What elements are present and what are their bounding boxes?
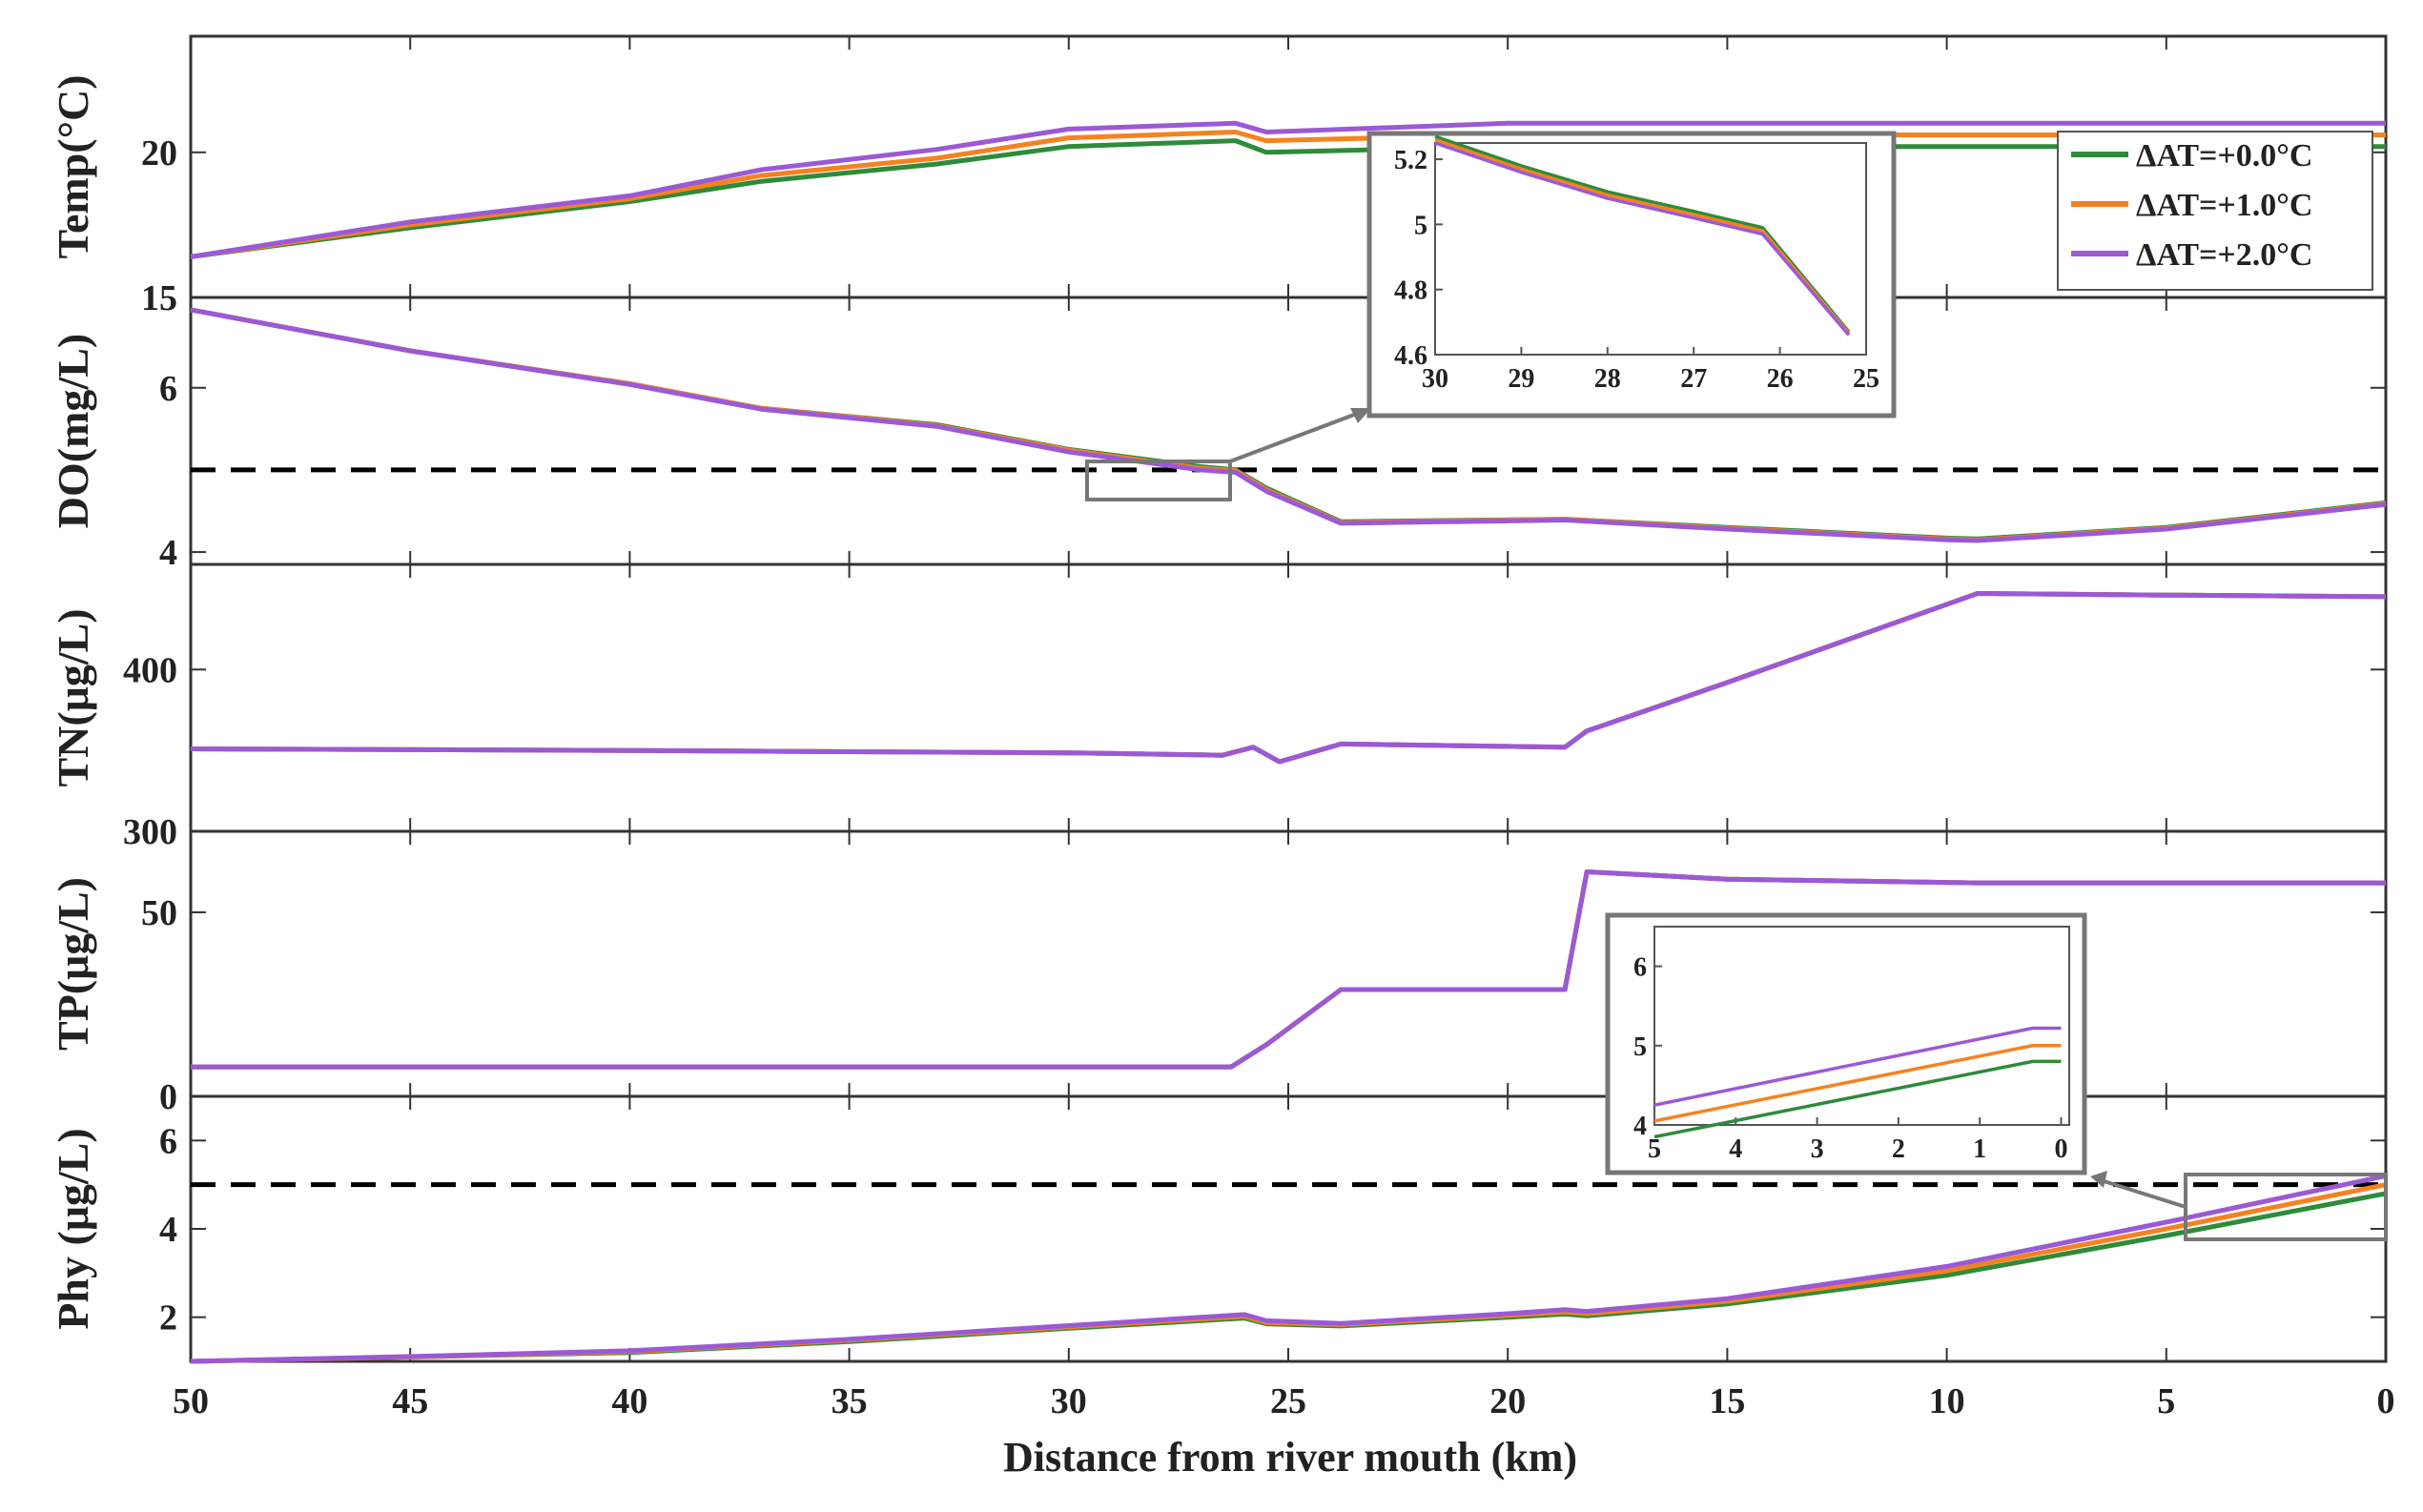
x-tick-label: 50: [173, 1381, 209, 1421]
series-line-temp-0: [190, 138, 2386, 259]
x-tick-label: 25: [1270, 1381, 1306, 1421]
series-line-temp-1: [190, 130, 2386, 259]
zoom-annotations: [1085, 408, 2388, 1241]
inset-do-series-line-0: [1434, 134, 1851, 334]
inset-phy-series-line-2: [1653, 1026, 2062, 1107]
series-line-tn-1: [190, 591, 2387, 765]
x-tick-label: 35: [832, 1381, 868, 1421]
inset-do-y-tick-label: 4.6: [1394, 341, 1427, 371]
x-tick-labels: 50 45 40 35 30 25 20 15 10 5 0: [173, 1381, 2395, 1421]
x-tick-label: 0: [2377, 1381, 2395, 1421]
inset-do-x-tick-label: 28: [1594, 364, 1621, 394]
y-tick-label-phy: 2: [159, 1298, 177, 1338]
inset-do-axes: [1434, 142, 1867, 356]
series-line-temp-2: [190, 120, 2386, 259]
y-tick-label-do: 4: [159, 533, 177, 573]
inset-phy-axes: [1653, 926, 2070, 1126]
inset-phy-x-tick-label: 3: [1811, 1134, 1824, 1164]
inset-do-series-line-1: [1434, 137, 1851, 335]
legend-label-0: ΔAT=+0.0°C: [2136, 138, 2312, 174]
inset-phy-x-tick-label: 4: [1729, 1134, 1742, 1164]
zoom-arrow-phy: [2097, 1177, 2187, 1209]
panel-frame-tn: [189, 562, 2388, 833]
y-tick-label-temp: 20: [141, 133, 177, 174]
inset-do-x-tick-label: 26: [1767, 364, 1794, 394]
series-line-tn-0: [190, 591, 2387, 765]
panel-phy: 2 4 6 Phy (μg/L): [49, 1094, 2388, 1364]
x-tick-label: 5: [2157, 1381, 2175, 1421]
legend: ΔAT=+0.0°C ΔAT=+1.0°C ΔAT=+2.0°C: [2057, 131, 2373, 291]
inset-phy-frame: [1605, 912, 2087, 1175]
zoom-arrowhead-do: [1350, 408, 1371, 423]
inset-phy-x-tick-label: 0: [2054, 1134, 2067, 1164]
panel-do: 4 6 DO(mg/L): [49, 296, 2388, 573]
zoom-box-do: [1085, 460, 1232, 501]
panel-frame-temp: [189, 34, 2388, 299]
inset-phy-x-tick-label: 2: [1892, 1134, 1905, 1164]
inset-do-series-line-2: [1434, 141, 1851, 337]
panels-layer: 1520Temp(°C)46DO(mg/L)300400TN(μg/L)050T…: [49, 34, 2395, 1421]
series-line-phy-1: [190, 1182, 2387, 1364]
y-axis-label-do: DO(mg/L): [49, 334, 97, 528]
panel-tp: 0 50 TP(μg/L): [49, 829, 2388, 1117]
inset-do-x-tick-label: 25: [1853, 364, 1879, 394]
series-line-do-1: [190, 307, 2387, 542]
inset-phy-y-tick-label: 4: [1633, 1112, 1647, 1141]
inset-phy-x-tick-label: 5: [1648, 1134, 1661, 1164]
inset-do: 30 29 28 27 26 25 4.6 4.8 5 5.2: [1366, 131, 1897, 419]
inset-do-x-tick-label: 29: [1508, 364, 1534, 394]
y-tick-label-do: 6: [159, 369, 177, 409]
inset-phy-x-tick-label: 1: [1973, 1134, 1986, 1164]
inset-do-y-tick-label: 5: [1414, 211, 1427, 240]
inset-do-y-tick-label: 4.8: [1394, 276, 1427, 306]
x-tick-label: 45: [392, 1381, 428, 1421]
zoom-arrowhead-phy: [2090, 1171, 2107, 1188]
y-axis-label-temp: Temp(°C): [49, 74, 97, 258]
x-tick-label: 10: [1929, 1381, 1965, 1421]
y-axis-label-phy: Phy (μg/L): [49, 1128, 97, 1329]
inset-do-x-tick-label: 27: [1680, 364, 1707, 394]
inset-phy-y-tick-label: 5: [1633, 1032, 1647, 1062]
series-line-tp-2: [191, 869, 2386, 1070]
panel-tn: 300 400 TN(μg/L): [49, 562, 2388, 852]
series-line-phy-2: [190, 1173, 2387, 1364]
inset-do-y-tick-label: 5.2: [1394, 146, 1427, 175]
inset-do-frame: [1366, 131, 1897, 419]
y-tick-label-tp: 0: [159, 1077, 177, 1117]
series-line-do-0: [190, 307, 2387, 541]
x-tick-label: 30: [1051, 1381, 1087, 1421]
y-tick-label-phy: 6: [159, 1121, 177, 1161]
y-tick-label-tn: 300: [123, 812, 177, 852]
inset-phy-series-line-1: [1653, 1044, 2062, 1123]
series-line-do-2: [190, 307, 2387, 543]
y-axis-label-tn: TN(μg/L): [49, 608, 97, 787]
legend-label-1: ΔAT=+1.0°C: [2136, 188, 2312, 223]
zoom-arrow-do: [1229, 410, 1363, 463]
y-axis-label-tp: TP(μg/L): [49, 877, 97, 1051]
legend-label-2: ΔAT=+2.0°C: [2136, 237, 2312, 273]
x-tick-label: 15: [1709, 1381, 1745, 1421]
y-tick-label-tp: 50: [141, 893, 177, 933]
series-line-tn-2: [190, 591, 2387, 765]
x-tick-label: 20: [1489, 1381, 1526, 1421]
x-tick-label: 40: [611, 1381, 647, 1421]
y-tick-label-phy: 4: [159, 1210, 177, 1250]
y-tick-label-tn: 400: [123, 650, 177, 690]
panel-frame-do: [189, 296, 2388, 566]
legend-box: [2057, 131, 2373, 291]
inset-do-x-tick-label: 30: [1422, 364, 1448, 394]
series-line-phy-0: [190, 1191, 2387, 1364]
panel-temp: 15 20 Temp(°C): [49, 34, 2388, 318]
inset-phy-y-tick-label: 6: [1633, 953, 1647, 983]
inset-phy-series-line-0: [1653, 1059, 2062, 1139]
y-tick-label-temp: 15: [141, 278, 177, 318]
x-axis-label: Distance from river mouth (km): [1003, 1434, 1577, 1481]
